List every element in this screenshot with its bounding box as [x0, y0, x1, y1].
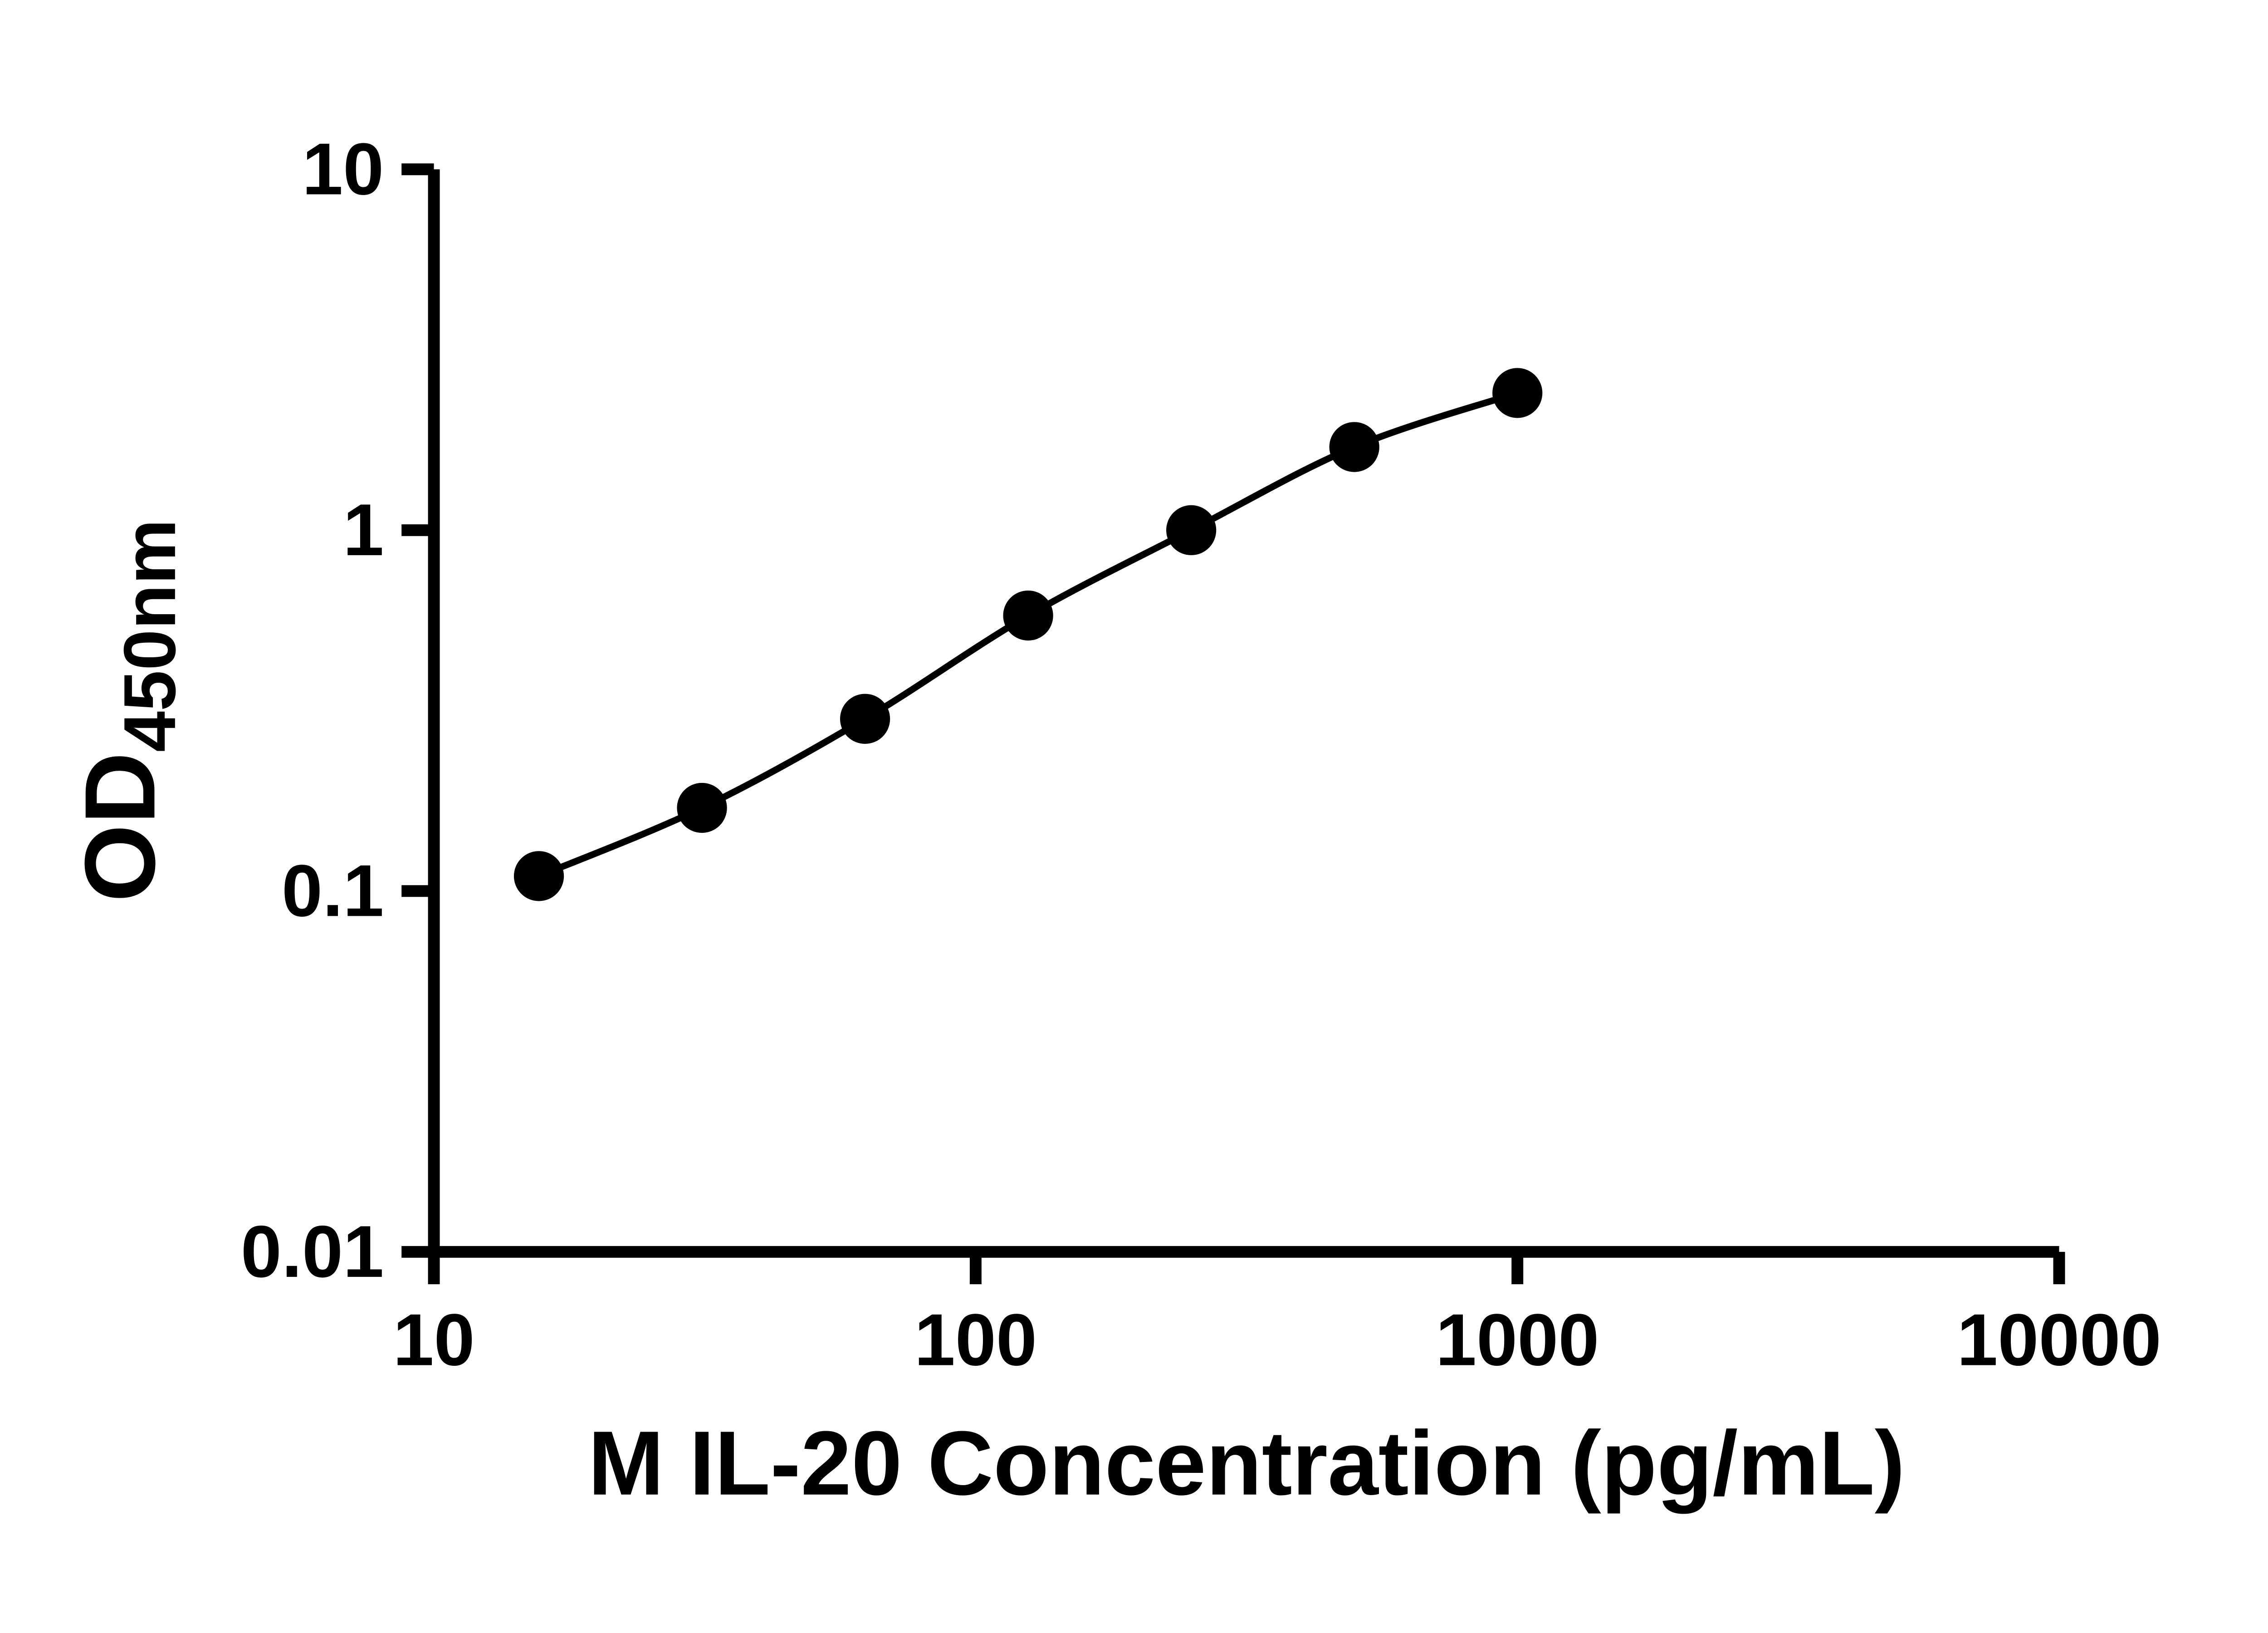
- y-tick-label: 0.1: [282, 850, 384, 932]
- y-axis-title-main: OD: [64, 752, 176, 902]
- data-point: [1492, 368, 1543, 418]
- data-point: [840, 694, 890, 744]
- data-point: [1003, 590, 1053, 641]
- x-tick-label: 10: [393, 1299, 474, 1381]
- axes-frame: [428, 169, 2059, 1258]
- data-point: [677, 782, 727, 833]
- y-axis-title: OD450nm: [64, 519, 191, 902]
- y-tick-label: 0.01: [241, 1211, 384, 1293]
- data-point: [1329, 422, 1379, 472]
- y-tick-label: 10: [302, 128, 384, 210]
- y-axis-title-subscript: 450nm: [109, 519, 191, 752]
- x-tick-label: 1000: [1436, 1299, 1599, 1381]
- x-tick-label: 10000: [1957, 1299, 2161, 1381]
- x-axis-title: M IL-20 Concentration (pg/mL): [588, 1412, 1905, 1514]
- data-point: [1166, 505, 1217, 555]
- x-tick-label: 100: [914, 1299, 1037, 1381]
- y-tick-label: 1: [343, 489, 384, 571]
- data-point: [513, 851, 564, 901]
